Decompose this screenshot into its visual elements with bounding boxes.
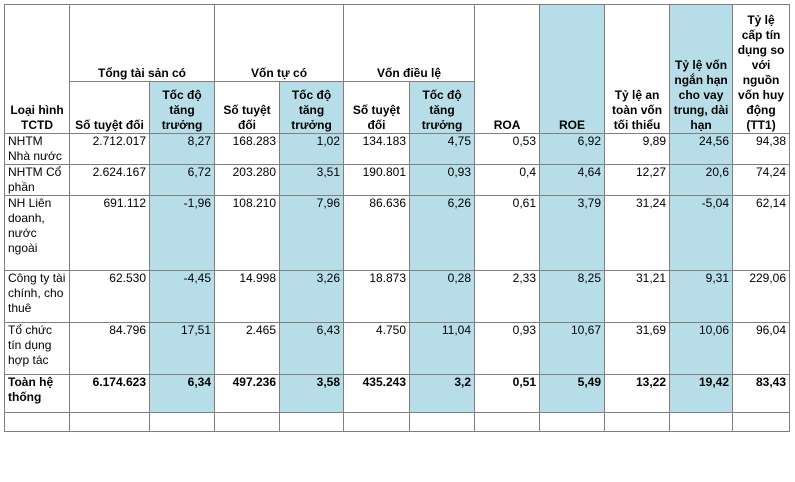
cell-equity-abs: 108.210 [214,195,281,271]
cell-equity-growth: 1,02 [279,133,345,165]
cell-car: 31,21 [604,270,671,323]
cell-name: Tổ chức tín dụng hợp tác [4,322,70,375]
cell-name: Toàn hệ thống [4,374,70,413]
cell-assets-abs: 62.530 [69,270,150,323]
cell-assets-growth: 6,34 [148,374,216,413]
cell-ldr: 74,24 [732,164,791,196]
cell-car: 31,24 [604,195,671,271]
cell-car: 31,69 [604,322,671,375]
cell-roe: 4,64 [539,164,606,196]
header-roa: ROA [474,4,541,134]
header-equity-absolute: Số tuyệt đối [214,81,281,134]
header-row-group: Loại hình TCTD Tổng tài sản có Vốn tự có… [4,4,791,134]
cell-short-long: 9,31 [669,270,734,323]
table-row: Tổ chức tín dụng hợp tác 84.796 17,51 2.465… [4,322,791,375]
header-ldr: Tỷ lệ cấp tín dụng so với nguồn vốn huy … [732,4,791,134]
cell-ldr: 83,43 [732,374,791,413]
cell-car: 9,89 [604,133,671,165]
cell-short-long: 19,42 [669,374,734,413]
header-car: Tỷ lệ an toàn vốn tối thiểu [604,4,671,134]
cell-name: NH Liên doanh, nước ngoài [4,195,70,271]
cell-equity-growth: 6,43 [279,322,345,375]
cell-roa: 0,4 [474,164,541,196]
cell-assets-abs: 691.112 [69,195,150,271]
cell-roe: 3,79 [539,195,606,271]
table-row: Toàn hệ thống 6.174.623 6,34 497.236 3,58 435… [4,374,791,413]
cell-name: Công ty tài chính, cho thuê [4,270,70,323]
cell-charter-abs: 86.636 [343,195,411,271]
cell-short-long: -5,04 [669,195,734,271]
cell-assets-abs: 6.174.623 [69,374,150,413]
header-assets-growth: Tốc độ tăng trưởng [148,81,216,134]
cell-car: 13,22 [604,374,671,413]
cell-roa: 0,61 [474,195,541,271]
cell-assets-growth: -4,45 [148,270,216,323]
header-total-assets: Tổng tài sản có [68,4,216,82]
cell-name: NHTM Cổ phần [4,164,70,196]
cell-equity-growth: 3,26 [279,270,345,323]
header-row-sub: Số tuyệt đối Tốc độ tăng trưởng Số tuyệt… [5,81,790,134]
cell-assets-growth: 17,51 [148,322,216,375]
cell-charter-abs: 4.750 [343,322,411,375]
cell-assets-growth: -1,96 [148,195,216,271]
cell-charter-abs: 134.183 [343,133,411,165]
cell-equity-abs: 168.283 [214,133,281,165]
header-short-long: Tỷ lệ vốn ngắn hạn cho vay trung, dài hạ… [669,4,734,134]
cell-roe: 10,67 [539,322,606,375]
cell-roe: 5,49 [539,374,606,413]
cell-charter-growth: 11,04 [409,322,476,375]
table-row: Công ty tài chính, cho thuê 62.530 -4,45 14… [4,270,791,323]
cell-ldr: 96,04 [732,322,791,375]
cell-short-long: 24,56 [669,133,734,165]
cell-assets-abs: 2.712.017 [69,133,150,165]
cell-ldr: 94,38 [732,133,791,165]
cell-name: NHTM Nhà nước [4,133,70,165]
cell-assets-growth: 6,72 [148,164,216,196]
cell-charter-abs: 190.801 [343,164,411,196]
cell-charter-abs: 18.873 [343,270,411,323]
cell-roe: 8,25 [539,270,606,323]
cell-equity-abs: 497.236 [214,374,281,413]
cell-short-long: 10,06 [669,322,734,375]
cell-charter-abs: 435.243 [343,374,411,413]
cell-assets-abs: 84.796 [69,322,150,375]
cell-equity-abs: 2.465 [214,322,281,375]
cell-charter-growth: 3,2 [409,374,476,413]
cell-charter-growth: 0,93 [409,164,476,196]
table-body: NHTM Nhà nước 2.712.017 8,27 168.283 1,02 134… [4,133,791,413]
cell-assets-abs: 2.624.167 [69,164,150,196]
blank-row [4,412,791,432]
cell-charter-growth: 4,75 [409,133,476,165]
header-roe: ROE [539,4,606,134]
cell-equity-growth: 3,51 [279,164,345,196]
cell-equity-abs: 203.280 [214,164,281,196]
header-type: Loại hình TCTD [4,4,70,134]
cell-roa: 0,51 [474,374,541,413]
header-equity-growth: Tốc độ tăng trưởng [279,81,345,134]
cell-assets-growth: 8,27 [148,133,216,165]
cell-charter-growth: 6,26 [409,195,476,271]
cell-roa: 0,53 [474,133,541,165]
cell-ldr: 229,06 [732,270,791,323]
cell-roa: 0,93 [474,322,541,375]
table-row: NHTM Cổ phần 2.624.167 6,72 203.280 3,51 190.… [4,164,791,196]
cell-equity-growth: 7,96 [279,195,345,271]
header-charter-absolute: Số tuyệt đối [343,81,411,134]
header-own-capital: Vốn tự có [214,4,345,82]
cell-roe: 6,92 [539,133,606,165]
header-charter-capital: Vốn điều lệ [343,4,476,82]
cell-ldr: 62,14 [732,195,791,271]
table-row: NH Liên doanh, nước ngoài 691.112 -1,96 108… [4,195,791,271]
cell-car: 12,27 [604,164,671,196]
cell-charter-growth: 0,28 [409,270,476,323]
header-assets-absolute: Số tuyệt đối [69,81,150,134]
cell-short-long: 20,6 [669,164,734,196]
header-charter-growth: Tốc độ tăng trưởng [409,81,476,134]
cell-roa: 2,33 [474,270,541,323]
statistics-table: Loại hình TCTD Tổng tài sản có Vốn tự có… [4,4,791,432]
cell-equity-abs: 14.998 [214,270,281,323]
cell-equity-growth: 3,58 [279,374,345,413]
table-row: NHTM Nhà nước 2.712.017 8,27 168.283 1,02 134… [4,133,791,165]
